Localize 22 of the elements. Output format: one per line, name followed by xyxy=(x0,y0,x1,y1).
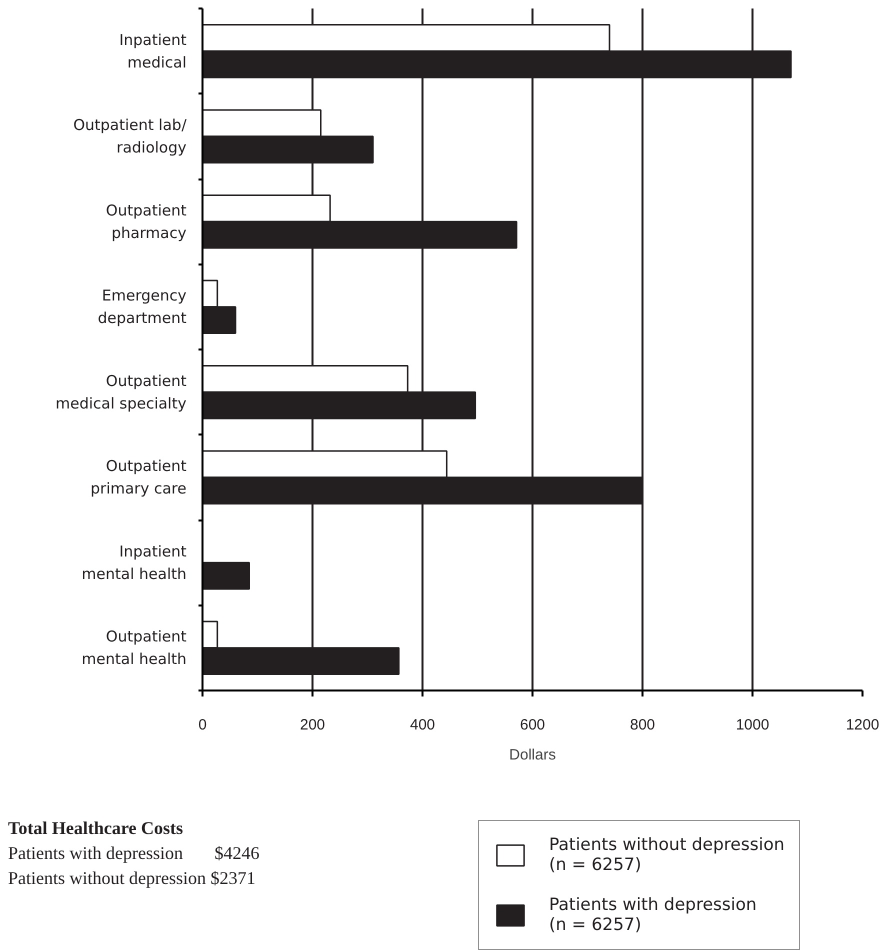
legend-label: Patients with depression (n = 6257) xyxy=(549,895,757,935)
x-tick-label: 1200 xyxy=(846,716,880,734)
y-tick-label: Outpatient medical specialty xyxy=(56,372,187,412)
x-tick-label: 800 xyxy=(630,716,656,734)
y-tick-label: Outpatient pharmacy xyxy=(106,201,187,242)
y-tick-label: Inpatient medical xyxy=(119,30,187,72)
y-tick-label: Outpatient mental health xyxy=(82,628,187,668)
x-tick-label: 600 xyxy=(520,716,546,734)
text: Patients with depression $4246 xyxy=(8,842,260,865)
x-tick-label: 1000 xyxy=(736,716,770,734)
y-tick-label: Emergency department xyxy=(98,286,187,328)
y-tick-label: Outpatient lab/ radiology xyxy=(73,116,188,157)
text: Patients without depression $2371 xyxy=(8,867,256,890)
x-tick-label: 0 xyxy=(198,716,207,734)
y-tick-label: Outpatient primary care xyxy=(90,457,187,498)
x-axis-title: Dollars xyxy=(509,746,556,764)
bar xyxy=(202,562,250,590)
y-tick-label: Inpatient mental health xyxy=(82,542,187,583)
x-tick-label: 400 xyxy=(410,716,436,734)
x-tick-label: 200 xyxy=(300,716,326,734)
legend-label: Patients without depression (n = 6257) xyxy=(549,835,784,875)
text: Total Healthcare Costs xyxy=(8,817,184,840)
